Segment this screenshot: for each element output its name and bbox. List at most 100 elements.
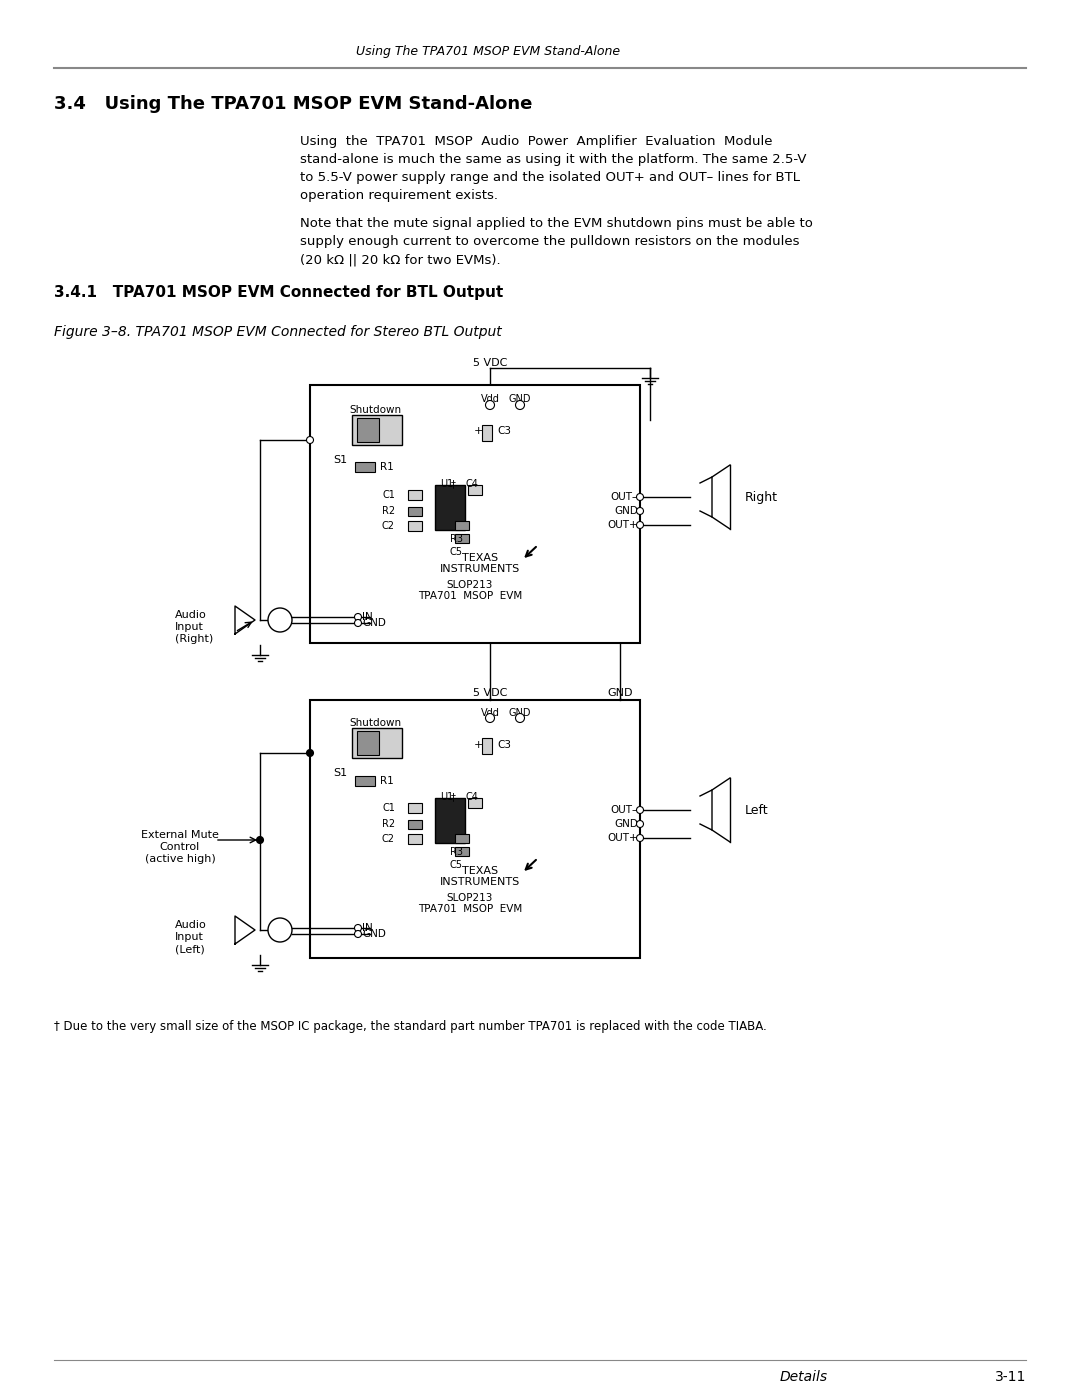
Bar [355, 775, 375, 787]
Text: Note that the mute signal applied to the EVM shutdown pins must be able to: Note that the mute signal applied to the… [300, 217, 813, 231]
Circle shape [636, 521, 644, 528]
Text: U1: U1 [440, 479, 454, 489]
Text: to 5.5-V power supply range and the isolated OUT+ and OUT– lines for BTL: to 5.5-V power supply range and the isol… [300, 170, 800, 184]
Text: TEXAS: TEXAS [462, 866, 498, 876]
Circle shape [636, 493, 644, 500]
Text: C5: C5 [450, 548, 463, 557]
Text: Left: Left [745, 803, 769, 816]
Text: OUT–: OUT– [611, 492, 638, 502]
Text: IN: IN [362, 923, 373, 933]
Text: R2: R2 [382, 819, 395, 828]
Circle shape [636, 834, 644, 841]
Text: GND: GND [607, 687, 633, 698]
Text: supply enough current to overcome the pulldown resistors on the modules: supply enough current to overcome the pu… [300, 235, 799, 249]
Text: Control: Control [160, 842, 200, 852]
Bar [482, 425, 492, 441]
Text: External Mute: External Mute [141, 830, 219, 840]
Text: C2: C2 [382, 834, 395, 844]
Bar [352, 728, 402, 759]
Bar [310, 386, 640, 643]
Text: Vdd: Vdd [481, 394, 499, 404]
Bar [408, 490, 422, 500]
Text: +: + [474, 740, 484, 750]
Circle shape [307, 750, 313, 757]
Bar [408, 507, 422, 515]
Text: Using  the  TPA701  MSOP  Audio  Power  Amplifier  Evaluation  Module: Using the TPA701 MSOP Audio Power Amplif… [300, 136, 772, 148]
Bar [408, 521, 422, 531]
Bar [455, 534, 469, 543]
Text: R2: R2 [382, 506, 395, 515]
Circle shape [257, 837, 264, 844]
Text: IN: IN [362, 612, 373, 622]
Text: †: † [451, 792, 456, 802]
Text: R3: R3 [450, 847, 463, 856]
Text: C4: C4 [465, 792, 477, 802]
Text: GND: GND [509, 394, 531, 404]
Text: Vdd: Vdd [481, 708, 499, 718]
Text: Input: Input [175, 932, 204, 942]
Bar [352, 415, 402, 446]
Text: (Left): (Left) [175, 944, 205, 954]
Bar [468, 798, 482, 807]
Text: 3.4.1   TPA701 MSOP EVM Connected for BTL Output: 3.4.1 TPA701 MSOP EVM Connected for BTL … [54, 285, 503, 300]
Bar [468, 485, 482, 495]
Text: C5: C5 [450, 861, 463, 870]
Text: (20 kΩ || 20 kΩ for two EVMs).: (20 kΩ || 20 kΩ for two EVMs). [300, 253, 501, 265]
Text: Audio: Audio [175, 610, 206, 620]
Circle shape [354, 619, 362, 626]
Text: OUT+: OUT+ [607, 520, 638, 529]
Text: INSTRUMENTS: INSTRUMENTS [440, 564, 521, 574]
Circle shape [268, 608, 292, 631]
Text: S1: S1 [333, 768, 347, 778]
Text: (active high): (active high) [145, 854, 215, 863]
Text: S1: S1 [333, 455, 347, 465]
Text: TEXAS: TEXAS [462, 553, 498, 563]
Text: operation requirement exists.: operation requirement exists. [300, 189, 498, 203]
Text: 5 VDC: 5 VDC [473, 358, 508, 367]
Bar [455, 847, 469, 856]
Circle shape [354, 925, 362, 932]
Text: +: + [474, 426, 484, 436]
Circle shape [636, 820, 644, 827]
Circle shape [268, 918, 292, 942]
Text: R1: R1 [380, 462, 394, 472]
Bar [357, 731, 379, 754]
Text: SLOP213: SLOP213 [447, 893, 494, 902]
Text: SLOP213: SLOP213 [447, 580, 494, 590]
Bar [408, 803, 422, 813]
Text: GND: GND [615, 819, 638, 828]
Text: GND: GND [362, 617, 386, 629]
Circle shape [486, 714, 495, 722]
Text: † Due to the very small size of the MSOP IC package, the standard part number TP: † Due to the very small size of the MSOP… [54, 1020, 767, 1032]
Text: Shutdown: Shutdown [349, 405, 401, 415]
Bar [357, 418, 379, 441]
Text: GND: GND [362, 929, 386, 939]
Text: GND: GND [615, 506, 638, 515]
Text: C1: C1 [382, 803, 395, 813]
Text: U1: U1 [440, 792, 454, 802]
Bar [455, 834, 469, 842]
Circle shape [354, 613, 362, 620]
Bar [408, 834, 422, 844]
Bar [435, 485, 465, 529]
Circle shape [515, 401, 525, 409]
Text: GND: GND [509, 708, 531, 718]
Text: C4: C4 [465, 479, 477, 489]
Bar [408, 820, 422, 828]
Text: (Right): (Right) [175, 634, 213, 644]
Bar [455, 521, 469, 529]
Text: C3: C3 [497, 426, 511, 436]
Text: stand-alone is much the same as using it with the platform. The same 2.5-V: stand-alone is much the same as using it… [300, 154, 807, 166]
Text: TPA701  MSOP  EVM: TPA701 MSOP EVM [418, 591, 522, 601]
Text: Details: Details [780, 1370, 828, 1384]
Text: OUT–: OUT– [611, 805, 638, 814]
Text: Audio: Audio [175, 921, 206, 930]
Bar [482, 738, 492, 754]
Text: Figure 3–8. TPA701 MSOP EVM Connected for Stereo BTL Output: Figure 3–8. TPA701 MSOP EVM Connected fo… [54, 326, 502, 339]
Text: C3: C3 [497, 740, 511, 750]
Text: R1: R1 [380, 775, 394, 787]
Circle shape [307, 436, 313, 443]
Text: C2: C2 [382, 521, 395, 531]
Circle shape [354, 930, 362, 937]
Text: Right: Right [745, 490, 778, 503]
